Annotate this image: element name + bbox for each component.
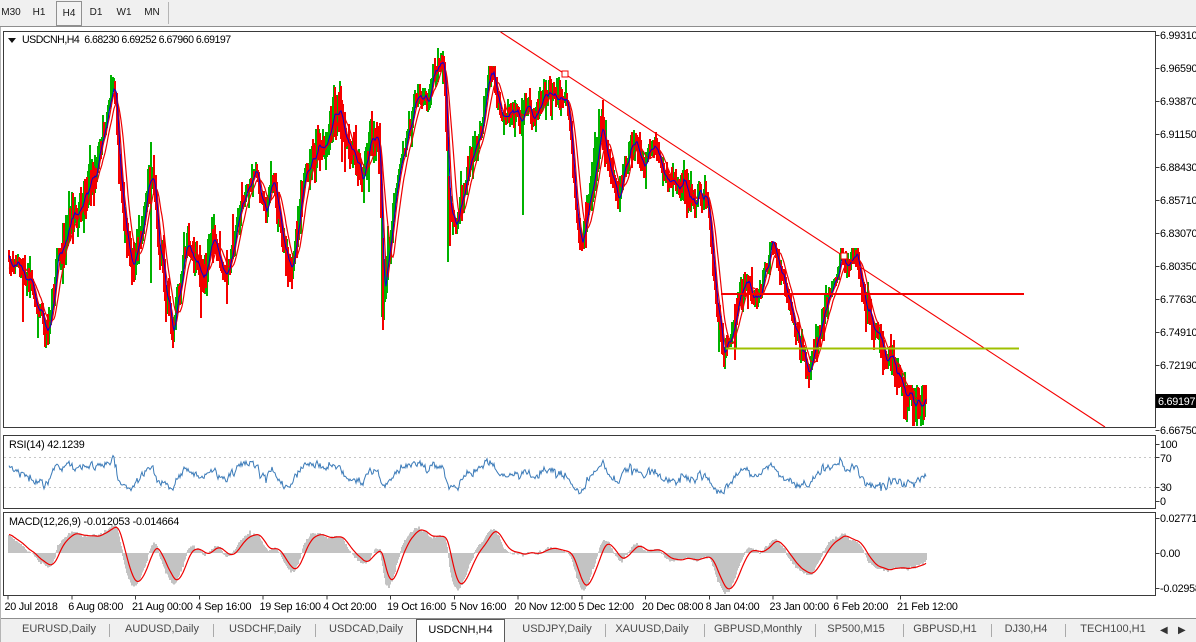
- svg-text:6.96590: 6.96590: [1160, 63, 1196, 75]
- svg-text:20 Jul 2018: 20 Jul 2018: [5, 601, 58, 613]
- svg-text:-0.029582: -0.029582: [1160, 583, 1196, 595]
- svg-text:6.69197: 6.69197: [1158, 396, 1196, 408]
- svg-text:RSI(14) 42.1239: RSI(14) 42.1239: [9, 439, 85, 451]
- svg-text:100: 100: [1160, 439, 1178, 451]
- svg-text:MACD(12,26,9) -0.012053 -0.014: MACD(12,26,9) -0.012053 -0.014664: [9, 516, 179, 528]
- svg-text:0.027717: 0.027717: [1160, 513, 1196, 525]
- svg-text:6.85710: 6.85710: [1160, 195, 1196, 207]
- svg-text:20 Nov 12:00: 20 Nov 12:00: [515, 601, 576, 613]
- svg-text:6.88430: 6.88430: [1160, 162, 1196, 174]
- svg-text:6.74910: 6.74910: [1160, 327, 1196, 339]
- svg-text:6.66750: 6.66750: [1160, 425, 1196, 437]
- svg-text:6.93870: 6.93870: [1160, 96, 1196, 108]
- svg-text:6.72190: 6.72190: [1160, 360, 1196, 372]
- svg-text:6.80350: 6.80350: [1160, 261, 1196, 273]
- svg-text:23 Jan 00:00: 23 Jan 00:00: [770, 601, 830, 613]
- svg-text:6.99310: 6.99310: [1160, 30, 1196, 42]
- svg-text:5 Dec 12:00: 5 Dec 12:00: [578, 601, 634, 613]
- svg-text:0: 0: [1160, 496, 1166, 508]
- svg-text:6.83070: 6.83070: [1160, 228, 1196, 240]
- svg-text:21 Feb 12:00: 21 Feb 12:00: [897, 601, 958, 613]
- svg-text:6 Aug 08:00: 6 Aug 08:00: [68, 601, 123, 613]
- svg-text:6 Feb 20:00: 6 Feb 20:00: [833, 601, 888, 613]
- svg-text:8 Jan 04:00: 8 Jan 04:00: [706, 601, 760, 613]
- svg-text:4 Sep 16:00: 4 Sep 16:00: [196, 601, 252, 613]
- svg-text:5 Nov 16:00: 5 Nov 16:00: [451, 601, 507, 613]
- svg-text:19 Oct 16:00: 19 Oct 16:00: [387, 601, 446, 613]
- svg-text:30: 30: [1160, 482, 1172, 494]
- svg-text:0.00: 0.00: [1160, 548, 1180, 560]
- svg-text:20 Dec 08:00: 20 Dec 08:00: [642, 601, 703, 613]
- svg-text:6.91150: 6.91150: [1160, 129, 1196, 141]
- svg-text:70: 70: [1160, 453, 1172, 465]
- svg-text:4 Oct 20:00: 4 Oct 20:00: [323, 601, 376, 613]
- svg-text:USDCNH,H4 6.68230 6.69252 6.6: USDCNH,H4 6.68230 6.69252 6.67960 6.6919…: [22, 34, 231, 46]
- svg-text:19 Sep 16:00: 19 Sep 16:00: [260, 601, 321, 613]
- svg-text:6.77630: 6.77630: [1160, 294, 1196, 306]
- svg-text:21 Aug 00:00: 21 Aug 00:00: [132, 601, 193, 613]
